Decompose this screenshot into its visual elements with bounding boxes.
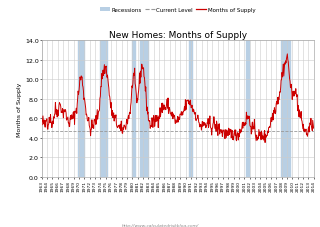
Bar	[189, 41, 192, 177]
Title: New Homes: Months of Supply: New Homes: Months of Supply	[108, 31, 247, 40]
Bar	[281, 41, 290, 177]
Bar	[132, 41, 135, 177]
Bar	[78, 41, 84, 177]
Y-axis label: Months of Supply: Months of Supply	[17, 82, 22, 136]
Bar	[29, 41, 32, 177]
Text: http://www.calculatedriskblog.com/: http://www.calculatedriskblog.com/	[121, 223, 199, 227]
Bar	[245, 41, 249, 177]
Bar	[100, 41, 107, 177]
Legend: Recessions, Current Level, Months of Supply: Recessions, Current Level, Months of Sup…	[98, 5, 257, 15]
Bar	[140, 41, 148, 177]
